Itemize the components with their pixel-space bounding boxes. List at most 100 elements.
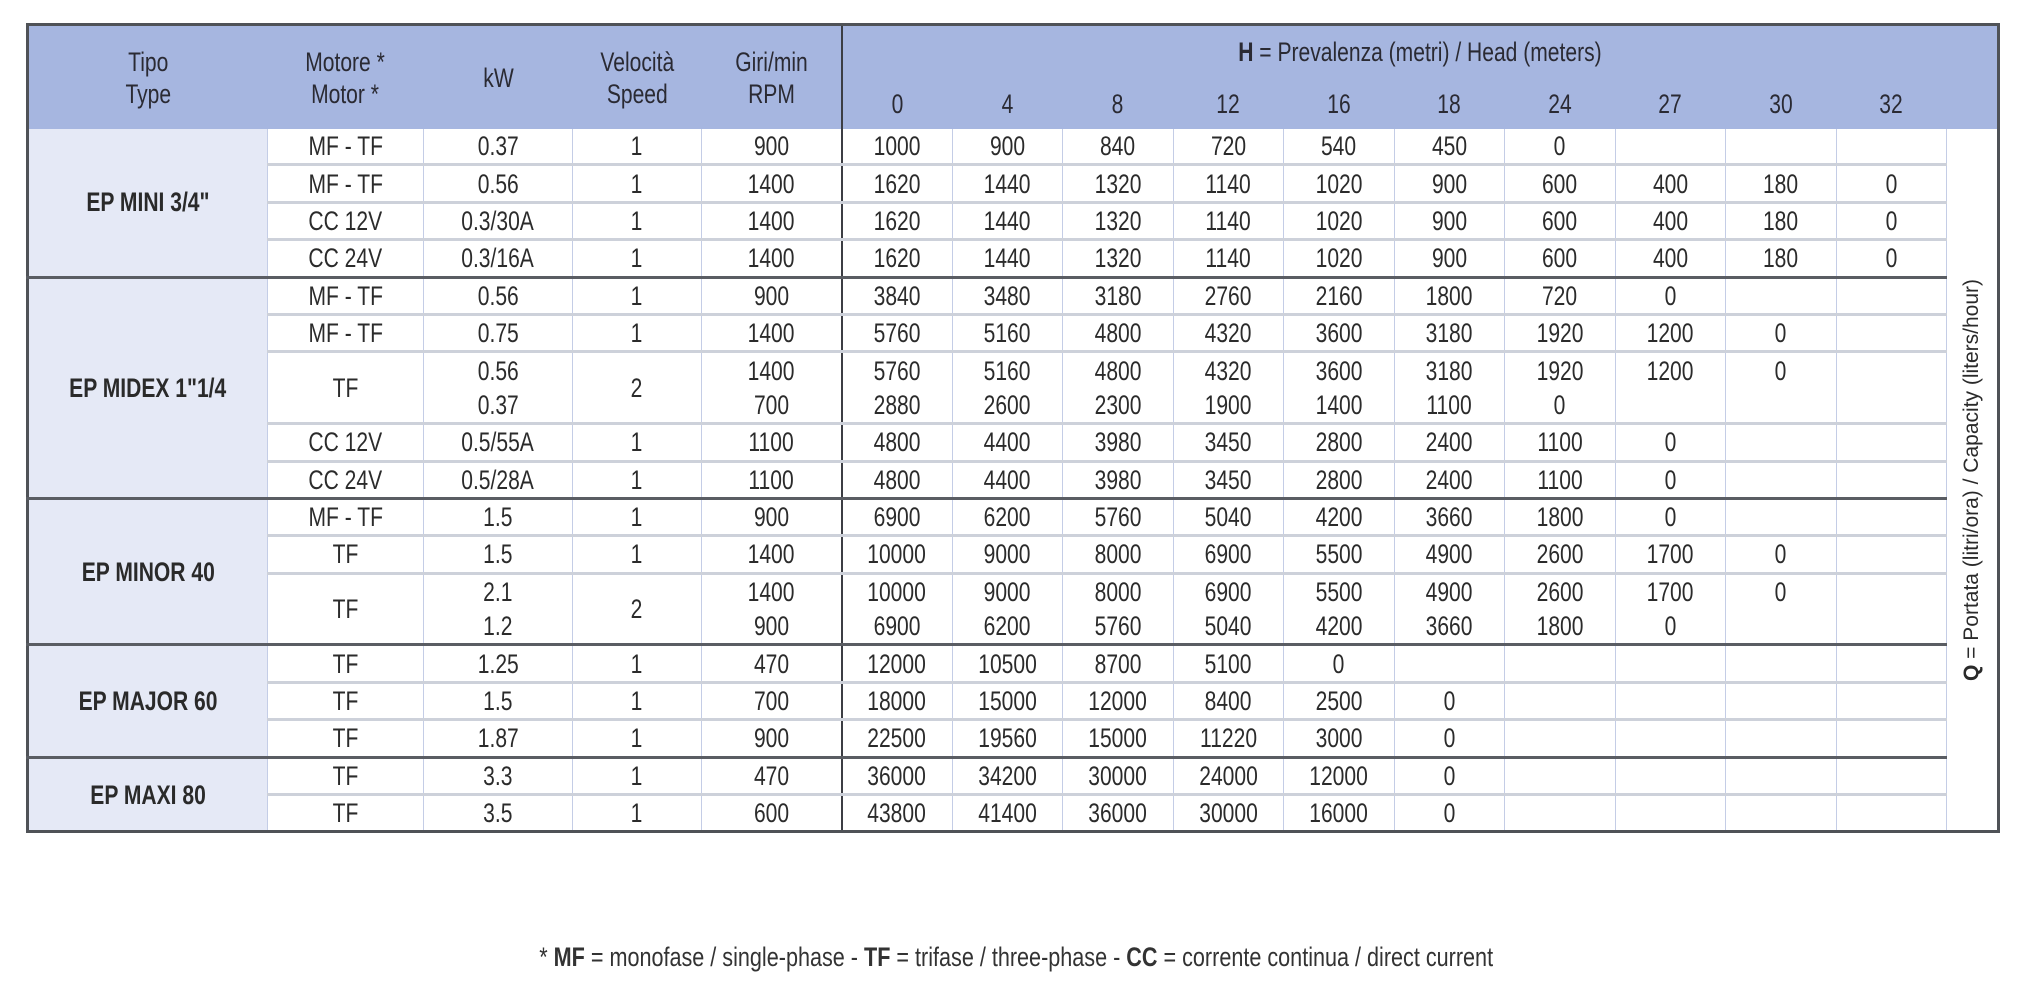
capacity-value: 0 [1725,571,1836,610]
speed-count: 1 [572,275,702,315]
capacity-value: 900 [1393,200,1505,240]
capacity-value: 1800 [1504,496,1615,536]
capacity-value: 3000 [1283,718,1394,758]
footnote-text: = monofase / single-phase - [585,942,865,972]
capacity-value: 4800 [1062,312,1173,352]
speed-count: 1 [572,793,702,832]
capacity-value: 3180 [1393,350,1505,388]
header-kw: kW [423,24,573,129]
capacity-value [1725,422,1836,462]
capacity-value: 4400 [951,459,1063,499]
table-row: EP MIDEX 1"1/4 MF - TF 0.56 1 900 3840 3480 318… [27,275,1999,499]
capacity-value: 0 [1725,534,1836,574]
rpm-value: 900 [701,718,842,758]
motor-type: TF [267,793,424,832]
capacity-value: 600 [1504,163,1615,203]
capacity-value: 1200 [1614,312,1726,352]
capacity-value [1835,793,1947,832]
capacity-value: 2300 [1062,387,1173,424]
capacity-value: 4800 [1062,350,1173,388]
capacity-value [1725,459,1836,499]
motor-type: TF [267,534,424,574]
capacity-value: 720 [1172,129,1284,165]
footnote-legend: * MF = monofase / single-phase - TF = tr… [0,942,2033,973]
capacity-value: 1140 [1172,200,1284,240]
capacity-value: 5040 [1172,496,1284,536]
capacity-value: 1100 [1504,459,1615,499]
table-row: TF 0.56 2 1400 5760 5160 4800 4320 3600 3180 1920 1… [28,350,1999,424]
motor-type: CC 12V [267,422,424,462]
power-kw: 0.56 [423,163,573,203]
capacity-value: 4400 [951,422,1063,462]
capacity-value: 2600 [1504,534,1615,574]
capacity-value: 5040 [1172,609,1284,645]
header-head-value: 8 [1062,78,1173,129]
pump-type: EP MINOR 40 [27,496,268,645]
capacity-value [1835,680,1947,720]
capacity-value [1614,643,1726,683]
capacity-value: 3840 [840,275,952,315]
table-row: 0.37 700 2880 2600 2300 1900 1400 1100 0 [28,387,1999,424]
capacity-value: 0 [1614,459,1726,499]
capacity-value: 1700 [1614,534,1726,574]
capacity-value: 0 [1835,163,1947,203]
speed-count: 1 [572,643,702,683]
capacity-value: 2400 [1393,422,1505,462]
capacity-value: 2600 [1504,571,1615,610]
capacity-value [1504,643,1615,683]
capacity-value [1835,129,1947,165]
header-type: Tipo Type [27,24,268,129]
capacity-value: 900 [1393,238,1505,278]
capacity-value: 6200 [951,496,1063,536]
rpm-value: 1400 [701,163,842,203]
capacity-value: 1020 [1283,200,1394,240]
capacity-value: 19560 [951,718,1063,758]
capacity-value: 3450 [1172,422,1284,462]
table-row: 1.2 900 6900 6200 5760 5040 4200 3660 1800 0 [28,609,1999,645]
capacity-value: 0 [1725,350,1836,388]
capacity-value [1835,459,1947,499]
capacity-value [1835,422,1947,462]
capacity-value: 900 [951,129,1063,165]
capacity-value: 8000 [1062,534,1173,574]
header-empty-cell [1946,78,1999,129]
capacity-value: 1920 [1504,350,1615,388]
capacity-value: 720 [1504,275,1615,315]
capacity-value: 22500 [840,718,952,758]
capacity-value [1725,496,1836,536]
capacity-value [1835,534,1947,574]
power-kw: 0.56 [423,350,573,388]
capacity-value [1504,755,1615,795]
capacity-value: 0 [1835,200,1947,240]
rpm-value: 600 [701,793,842,832]
capacity-value: 1800 [1504,609,1615,645]
table-row: EP MAJOR 60 TF 1.25 1 470 12000 10500 8700 5100 0 [27,643,1999,758]
capacity-value: 1100 [1504,422,1615,462]
pump-type: EP MINI 3/4" [27,129,268,278]
capacity-value [1835,387,1947,424]
power-kw: 0.56 [423,275,573,315]
capacity-value: 5760 [1062,609,1173,645]
table-row: CC 24V 0.3/16A 1 1400 1620 1440 1320 1140 1020 90… [28,238,1999,278]
capacity-value: 6900 [1172,534,1284,574]
table-row: TF 2.1 2 1400 10000 9000 8000 6900 5500 4900 2600 1… [28,571,1999,645]
capacity-value: 4900 [1393,534,1505,574]
capacity-value [1835,718,1947,758]
capacity-value [1725,643,1836,683]
motor-type: CC 24V [267,238,424,278]
capacity-value: 24000 [1172,755,1284,795]
power-kw: 0.3/30A [423,200,573,240]
speed-count: 2 [572,571,702,645]
speed-count: 1 [572,422,702,462]
capacity-value: 1440 [951,200,1063,240]
capacity-value: 2760 [1172,275,1284,315]
capacity-value [1504,793,1615,832]
capacity-value: 900 [1393,163,1505,203]
table-row: CC 12V 0.3/30A 1 1400 1620 1440 1320 1140 1020 90… [28,200,1999,240]
capacity-value: 1200 [1614,350,1726,388]
rpm-value: 1400 [701,571,842,610]
header-head-value: 12 [1173,78,1284,129]
capacity-value: 0 [1393,680,1505,720]
capacity-value: 8400 [1172,680,1284,720]
rpm-value: 900 [701,496,842,536]
